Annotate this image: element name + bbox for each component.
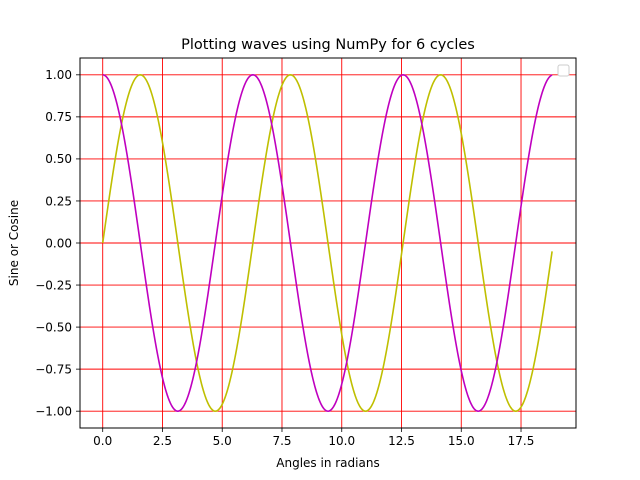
y-tick-label: −0.25 bbox=[35, 278, 72, 292]
y-tick-label: −1.00 bbox=[35, 404, 72, 418]
y-tick-label: 0.25 bbox=[45, 194, 72, 208]
y-tick-label: 1.00 bbox=[45, 68, 72, 82]
x-axis: 0.0 2.5 5.0 7.5 10.0 12.5 15.0 17.5 bbox=[93, 428, 534, 448]
x-tick-label: 7.5 bbox=[272, 434, 291, 448]
x-tick-label: 2.5 bbox=[153, 434, 172, 448]
y-tick-label: 0.75 bbox=[45, 110, 72, 124]
x-tick-label: 12.5 bbox=[388, 434, 415, 448]
x-tick-label: 5.0 bbox=[213, 434, 232, 448]
sin-series-line bbox=[101, 74, 553, 412]
x-tick-label: 0.0 bbox=[93, 434, 112, 448]
x-tick-label: 15.0 bbox=[448, 434, 475, 448]
y-tick-label: 0.50 bbox=[45, 152, 72, 166]
cos-series-line bbox=[102, 74, 553, 412]
legend-box bbox=[557, 64, 570, 77]
x-tick-label: 10.0 bbox=[328, 434, 355, 448]
chart-title: Plotting waves using NumPy for 6 cycles bbox=[181, 37, 475, 53]
x-tick-label: 17.5 bbox=[508, 434, 535, 448]
series-group bbox=[101, 74, 553, 412]
y-tick-label: −0.50 bbox=[35, 320, 72, 334]
y-tick-label: 0.00 bbox=[45, 236, 72, 250]
y-axis-label: Sine or Cosine bbox=[7, 200, 21, 286]
x-axis-label: Angles in radians bbox=[276, 456, 379, 470]
y-tick-label: −0.75 bbox=[35, 362, 72, 376]
y-axis: −1.00 −0.75 −0.50 −0.25 0.00 0.25 0.50 0.75 1.00 bbox=[35, 68, 80, 418]
